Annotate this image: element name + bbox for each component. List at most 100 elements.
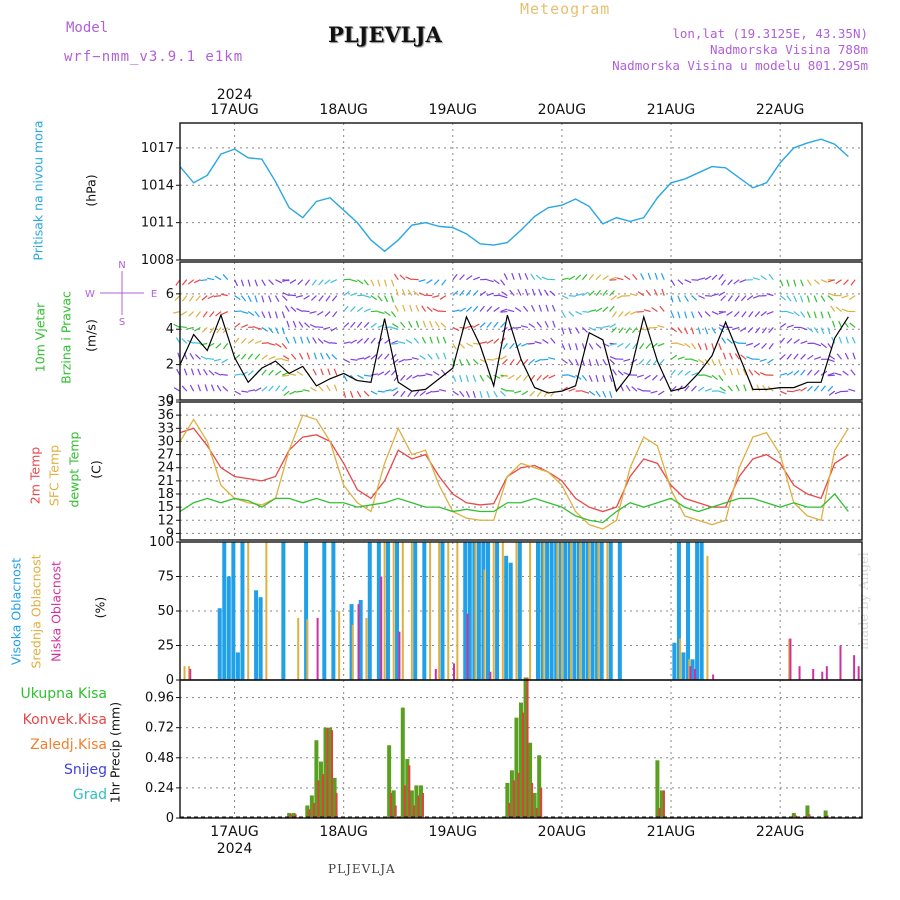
wind-arrow [240,279,245,287]
cloud-bar [812,668,815,680]
date-label-top: 21AUG [647,102,696,118]
wind-arrow [523,374,529,382]
precip-bar [328,727,333,818]
wind-arrow [472,290,479,297]
wind-arrow [493,279,500,285]
wind-arrow [753,370,761,376]
wind-arrow [323,326,331,330]
cloud-bar [789,638,792,680]
cloud-bar [590,542,595,680]
precip-bar [522,712,524,818]
wind-arrow [609,358,616,365]
y-tick-label: 0 [166,393,174,408]
wind-arrow [390,311,397,318]
cloud-bar [676,542,681,680]
wind-arrow [638,358,645,365]
wind-arrow [330,326,338,332]
wind-arrow [234,279,239,287]
cloud-bar [481,542,486,680]
wind-arrow [500,355,507,360]
wind-arrow [530,305,536,312]
wind-arrow [288,294,296,297]
y-tick-label: 4 [166,322,174,337]
wind-arrow [274,327,280,335]
wind-arrow [793,388,801,392]
cloud-bar [357,604,360,680]
wind-arrow [254,353,261,360]
wind-arrow [647,272,652,280]
wind-arrow [377,295,383,302]
cloud-bar [281,542,286,680]
precip-bar [791,812,796,818]
cloud-bar [558,542,563,680]
wind-arrow [500,295,508,299]
wind-arrow [827,279,835,283]
cloud-bar [247,542,250,680]
wind-arrow [691,295,698,301]
wind-arrow [807,385,813,392]
wind-arrow [530,273,536,281]
wind-arrow [405,276,413,281]
wind-arrow [429,336,433,344]
wind-arrow [838,320,843,328]
wind-arrow [631,386,638,392]
wind-arrow [650,326,658,329]
wind-arrow [281,343,288,350]
cloud-bar [563,542,568,680]
wind-arrow [330,279,338,284]
wind-arrow [357,357,365,360]
wind-arrow [479,390,483,399]
precip-panel [180,677,862,818]
precip-bar [409,790,414,818]
wind-arrow [528,358,536,365]
cloud-bar [825,666,828,680]
wind-arrow [828,390,836,396]
wind-arrow [806,295,810,303]
wind-arrow [548,356,556,360]
wind-arrow [838,336,843,344]
wind-arrow [631,327,638,334]
wind-arrow [551,304,556,312]
cloud-bar [474,542,477,680]
cloud-bar [383,542,386,680]
wind-arrow [721,368,727,376]
wind-arrow [618,327,624,334]
wind-arrow [370,322,377,328]
cloud-bar [517,542,522,680]
wind-arrow [851,336,856,344]
wind-arrow [630,358,638,364]
wind-arrow [827,292,835,297]
wind-arrow [705,295,713,297]
date-label-top: 19AUG [429,102,478,118]
wind-arrow [704,374,712,378]
wind-arrow [644,374,651,380]
wind-arrow [452,309,460,313]
wind-arrow [568,358,574,366]
wind-arrow [623,295,631,297]
wind-arrow [275,385,281,392]
wind-arrow [752,295,760,299]
wind-arrow [727,279,733,286]
wind-arrow [820,311,824,319]
wind-arrow [406,374,413,381]
wind-arrow [435,352,440,360]
cloud-bar [588,542,591,680]
wind-arrow [704,343,708,351]
wind-arrow [602,275,609,281]
cloud-bar [542,542,545,680]
wind-arrow [284,305,290,312]
precip-bar [523,677,528,818]
wind-arrow [786,295,792,302]
wind-arrow [441,279,447,286]
wind-arrow [234,310,242,313]
cloud-bar [540,542,545,680]
wind-arrow [677,356,685,360]
wind-arrow [691,343,697,350]
wind-arrow [479,290,487,297]
wind-arrow [779,337,786,344]
wind-arrow [189,353,195,360]
wind-arrow [835,306,842,313]
cloud-bar [560,542,563,680]
wind-arrow [452,374,457,382]
cloud-bar [440,542,445,680]
